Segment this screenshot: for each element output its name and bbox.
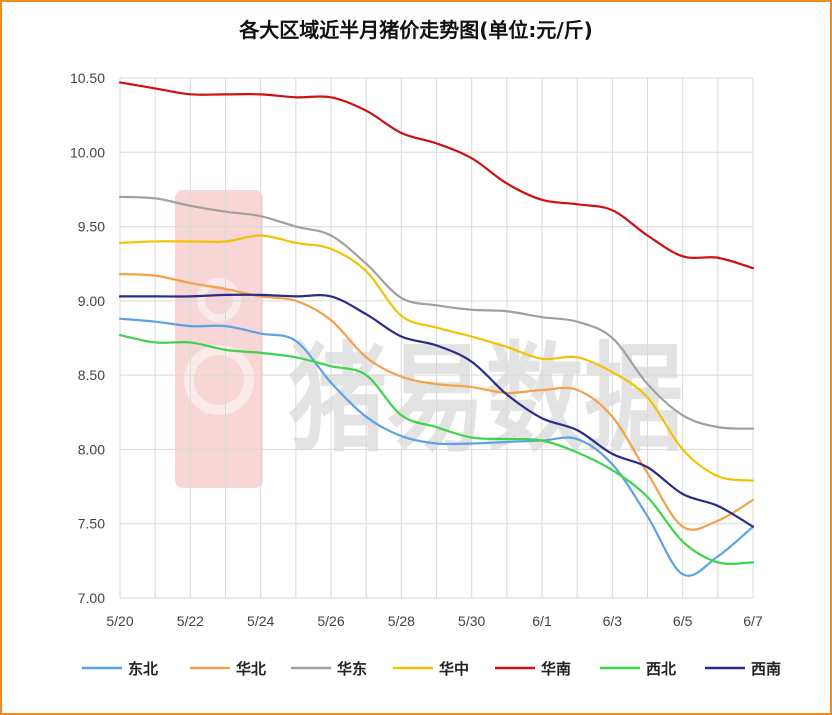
y-tick-label: 7.00 [78, 590, 105, 606]
x-tick-label: 5/22 [177, 613, 204, 629]
y-tick-label: 10.00 [70, 144, 105, 160]
legend-label-3: 华中 [439, 660, 469, 678]
x-axis-ticks: 5/20 5/22 5/24 5/26 5/28 5/30 6/1 6/3 6/5 6/7 [106, 613, 763, 629]
legend-label-6: 西南 [751, 660, 781, 678]
series-line-4 [118, 81, 755, 270]
series-lines [118, 81, 755, 577]
x-tick-label: 6/3 [603, 613, 623, 629]
legend: 东北 华北 华东 华中 华南 西北 西南 [82, 660, 781, 678]
series-line-5 [118, 333, 755, 565]
watermark-logo-dot [197, 278, 241, 322]
series-line-6 [118, 293, 755, 528]
y-tick-label: 8.00 [78, 441, 105, 457]
legend-label-5: 西北 [646, 660, 676, 678]
y-tick-label: 9.50 [78, 219, 105, 235]
x-tick-label: 5/20 [106, 613, 133, 629]
watermark-text: 猪易数据 [288, 330, 683, 468]
watermark-logo-ring [184, 345, 254, 415]
x-tick-label: 6/5 [673, 613, 693, 629]
y-tick-label: 8.50 [78, 367, 105, 383]
series-line-1 [118, 273, 755, 531]
series-line-2 [118, 195, 755, 430]
legend-label-2: 华东 [337, 660, 367, 678]
y-tick-label: 7.50 [78, 516, 105, 532]
x-tick-label: 5/24 [247, 613, 274, 629]
y-axis-ticks: 7.00 7.50 8.00 8.50 9.00 9.50 10.00 10.50 [70, 70, 105, 606]
watermark-logo-block [175, 190, 263, 488]
series-line-3 [118, 234, 755, 482]
x-tick-label: 5/28 [388, 613, 415, 629]
chart-title: 各大区域近半月猪价走势图(单位:元/斤) [239, 18, 593, 42]
grid-lines [119, 77, 754, 599]
x-tick-label: 6/7 [743, 613, 763, 629]
y-tick-label: 9.00 [78, 293, 105, 309]
y-tick-label: 10.50 [70, 70, 105, 86]
legend-label-4: 华南 [541, 660, 571, 678]
series-line-0 [118, 317, 755, 577]
x-tick-label: 5/30 [458, 613, 485, 629]
x-tick-label: 5/26 [317, 613, 344, 629]
legend-label-1: 华北 [236, 660, 266, 678]
x-tick-label: 6/1 [532, 613, 552, 629]
legend-label-0: 东北 [128, 660, 158, 678]
watermark-logo: 猪易数据 [175, 190, 683, 488]
